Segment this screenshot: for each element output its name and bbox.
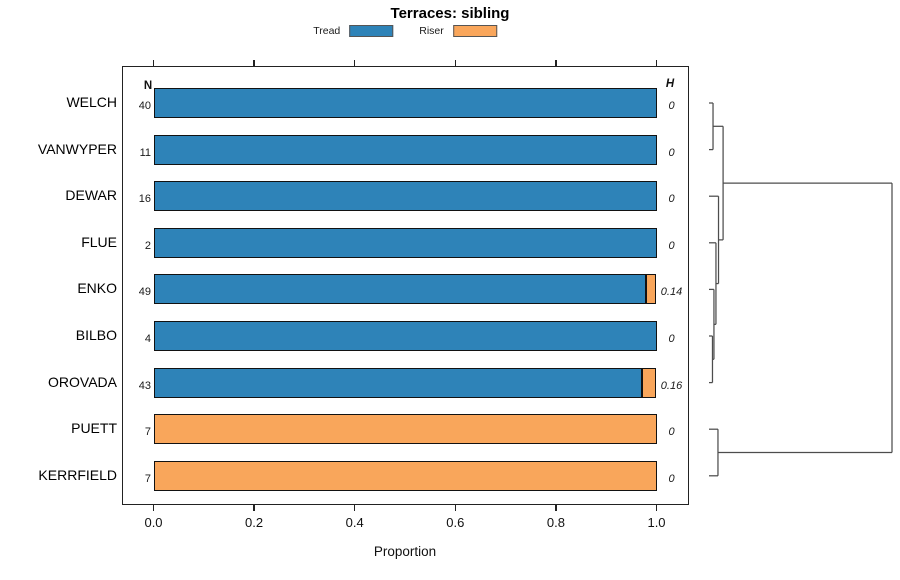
row-label-orovada: OROVADA [48, 373, 117, 390]
row-label-welch: WELCH [66, 94, 117, 110]
row-label-flue: FLUE [81, 233, 117, 250]
h-value-dewar: 0 [668, 193, 675, 206]
h-value-orovada: 0.16 [660, 379, 683, 392]
h-value-bilbo: 0 [668, 333, 675, 345]
n-value-flue: 2 [144, 239, 151, 252]
h-value-kerrfield: 0 [668, 472, 675, 485]
bar-segment-tread [153, 367, 643, 398]
n-value-bilbo: 4 [144, 333, 151, 345]
h-value-enko: 0.14 [660, 286, 683, 299]
bar-segment-riser [153, 414, 657, 445]
h-value-puett: 0 [668, 426, 675, 439]
h-value-flue: 0 [668, 239, 675, 252]
x-axis-bottom-tick [454, 505, 456, 511]
bar-segment-riser [642, 367, 657, 398]
x-axis-top-tick [152, 60, 155, 66]
x-axis-top-tick [454, 60, 456, 66]
row-label-vanwyper: VANWYPER [37, 140, 117, 157]
x-axis-title: Proportion [373, 544, 437, 559]
x-axis-bottom-tick [655, 505, 658, 511]
row-label-dewar: DEWAR [65, 187, 117, 204]
legend-label-riser: Riser [419, 25, 444, 37]
x-axis-bottom-tick [555, 505, 557, 511]
legend: Tread Riser [313, 25, 497, 37]
n-value-vanwyper: 11 [139, 146, 151, 159]
n-value-kerrfield: 7 [144, 472, 151, 485]
legend-swatch-riser [452, 25, 497, 37]
legend-label-tread: Tread [313, 25, 341, 37]
n-value-orovada: 43 [138, 379, 151, 392]
h-value-welch: 0 [668, 100, 675, 112]
x-axis-tick-label: 1.0 [647, 515, 666, 530]
x-axis-tick-label: 0.6 [446, 515, 465, 530]
x-axis-tick-label: 0.4 [345, 515, 364, 530]
x-axis-tick-label: 0.8 [546, 515, 565, 530]
n-value-puett: 7 [144, 426, 151, 439]
bar-segment-tread [153, 134, 657, 165]
x-axis-bottom-tick [253, 505, 255, 511]
x-axis-top-tick [354, 60, 356, 66]
bar-segment-tread [153, 321, 657, 351]
x-axis-bottom-tick [152, 505, 155, 511]
chart-title: Terraces: sibling [390, 5, 510, 22]
h-value-vanwyper: 0 [668, 146, 675, 159]
bar-segment-riser [153, 460, 657, 491]
x-axis-top-tick [555, 60, 557, 66]
n-value-dewar: 16 [138, 193, 151, 206]
row-label-kerrfield: KERRFIELD [38, 466, 117, 483]
x-axis-top-tick [655, 60, 658, 66]
h-column-header: H [665, 78, 675, 90]
n-value-welch: 40 [138, 100, 151, 112]
x-axis-tick-label: 0.0 [144, 515, 163, 530]
bar-segment-tread [153, 181, 657, 212]
bar-segment-tread [153, 274, 646, 305]
bar-segment-tread [153, 227, 657, 258]
bar-segment-tread [153, 88, 657, 118]
legend-swatch-tread [349, 25, 394, 37]
n-column-header: N [143, 80, 153, 92]
bar-segment-riser [645, 274, 657, 305]
x-axis-top-tick [253, 60, 255, 66]
x-axis-tick-label: 0.2 [245, 515, 264, 530]
row-label-bilbo: BILBO [75, 327, 117, 343]
x-axis-bottom-tick [354, 505, 356, 511]
row-label-puett: PUETT [71, 420, 117, 437]
row-label-enko: ENKO [77, 280, 117, 297]
n-value-enko: 49 [138, 286, 151, 299]
